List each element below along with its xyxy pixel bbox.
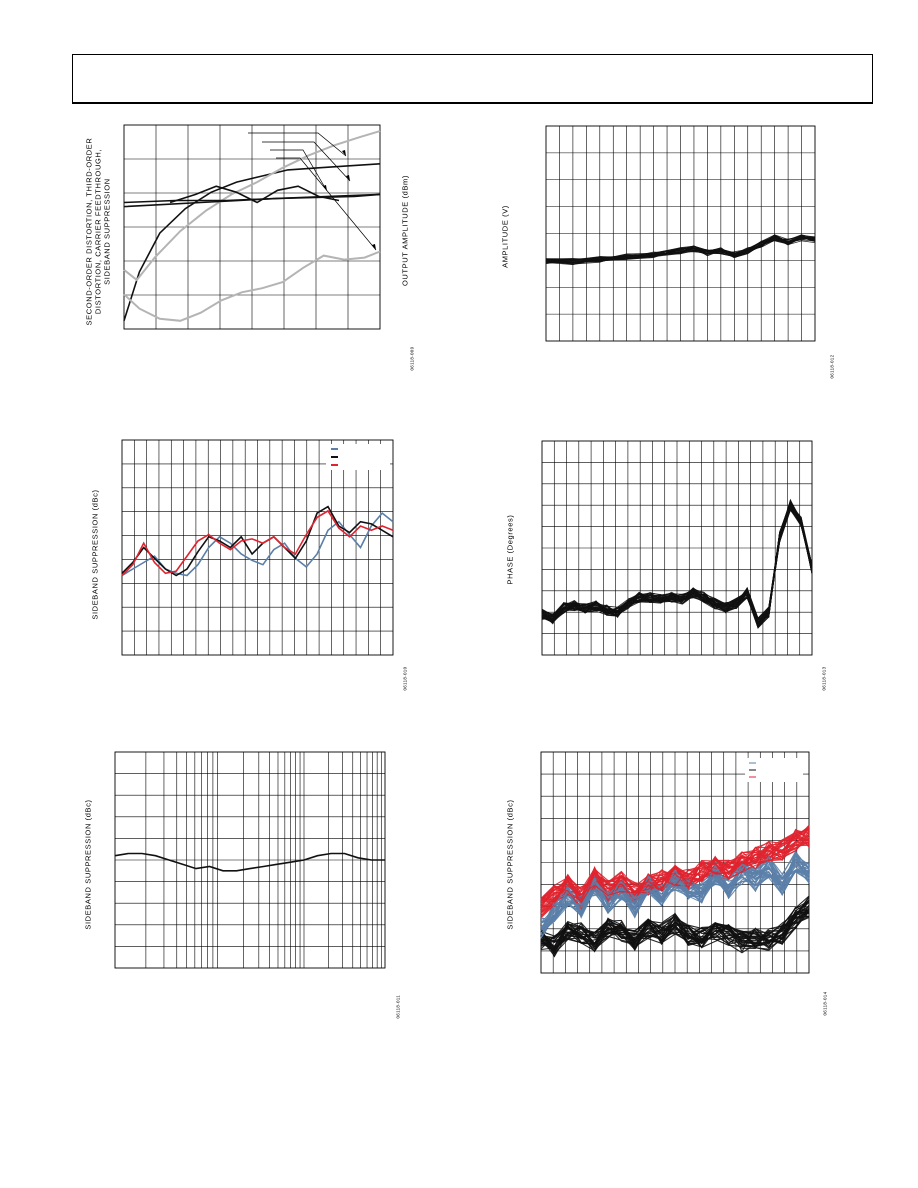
fig1-series-line-5 [123,193,381,208]
figure-1-callout-line-2 [262,141,351,182]
fig6-series-line [540,912,810,951]
page-header-box [72,54,873,104]
fig5-series-line-1 [114,852,385,872]
figure-6-code: 06118-014 [822,991,828,1016]
fig3-series-line-3 [121,509,394,577]
fig6-series-line [540,862,810,939]
fig6-series-line [540,908,810,957]
figure-6-y-axis-label: SIDEBAND SUPPRESSION (dBc) [505,799,515,930]
fig1-series-line-3 [123,250,381,322]
fig6-series-line [540,830,810,912]
fig2-series-line [545,234,816,262]
fig4-series-line [541,503,813,628]
figure-1-callout-arrow-1 [342,150,346,156]
fig6-series-line [540,861,810,923]
fig4-series-line [541,504,813,624]
fig2-series-line [545,236,816,264]
fig1-series-line-2 [123,130,381,282]
figure-1-callout-line-3 [270,149,328,192]
fig6-series-line [540,858,810,922]
fig1-series-line-1 [123,163,381,322]
fig6-series-line [540,832,810,901]
fig6-series-line [540,860,810,939]
fig2-series-line [545,235,816,265]
fig6-series-line [540,908,810,951]
figure-1-callout-arrow-4 [372,244,376,250]
fig6-series-line [540,841,810,905]
figure-1-callout-line-4 [276,157,377,251]
fig3-series-line-2 [121,505,394,577]
fig6-series-line [540,909,810,951]
fig6-series-line [540,828,810,909]
figure-1-callout-line-1 [248,132,347,157]
fig6-series-line [540,855,810,934]
figure-1-callout-arrow-2 [346,175,350,181]
fig1-series-line-6 [169,185,340,204]
